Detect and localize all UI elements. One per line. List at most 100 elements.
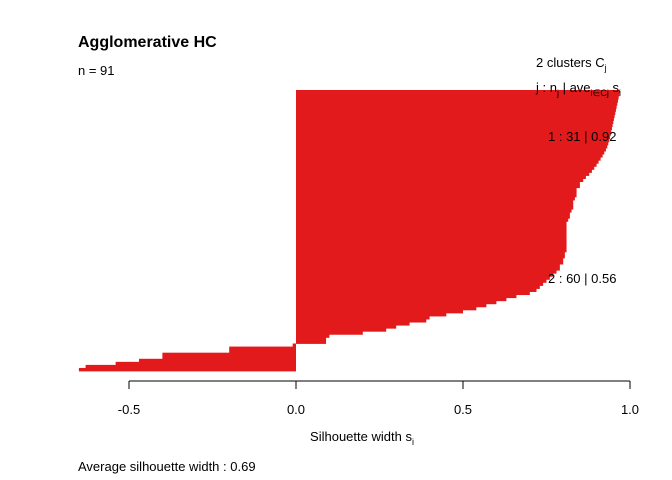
silhouette-bar bbox=[296, 309, 463, 314]
silhouette-bar bbox=[296, 291, 530, 296]
silhouette-bar bbox=[296, 196, 575, 201]
silhouette-bar bbox=[296, 282, 544, 286]
silhouette-bar bbox=[296, 199, 574, 204]
silhouette-bar bbox=[292, 343, 296, 347]
silhouette-bar bbox=[296, 285, 540, 289]
silhouette-bar bbox=[296, 114, 615, 118]
silhouette-bar bbox=[296, 93, 620, 97]
bars-group bbox=[78, 90, 620, 372]
silhouette-bar bbox=[296, 221, 567, 225]
silhouette-bar bbox=[296, 337, 327, 341]
silhouette-bar bbox=[296, 267, 560, 271]
silhouette-bar bbox=[296, 254, 565, 259]
silhouette-bar bbox=[296, 206, 574, 210]
silhouette-bar bbox=[296, 111, 616, 115]
x-axis: -0.5 0.0 0.5 1.0 bbox=[118, 380, 639, 417]
silhouette-bar bbox=[296, 261, 564, 265]
silhouette-bar bbox=[162, 352, 296, 357]
silhouette-bar bbox=[296, 90, 620, 94]
silhouette-bar bbox=[296, 151, 605, 155]
silhouette-bar bbox=[296, 218, 569, 222]
silhouette-bar bbox=[296, 248, 567, 253]
silhouette-bar bbox=[296, 294, 517, 299]
silhouette-bar bbox=[139, 358, 296, 363]
silhouette-bar bbox=[229, 349, 296, 354]
x-axis-label: Silhouette width si bbox=[310, 429, 414, 447]
cluster-1-label: 1 : 31 | 0.92 bbox=[548, 129, 616, 144]
silhouette-bar bbox=[296, 148, 606, 152]
n-label: n = 91 bbox=[78, 63, 115, 78]
silhouette-bar bbox=[296, 212, 570, 216]
silhouette-bar bbox=[296, 203, 574, 207]
x-tick-label: 0.0 bbox=[287, 402, 305, 417]
silhouette-bar bbox=[296, 138, 610, 143]
silhouette-bar bbox=[296, 303, 487, 308]
silhouette-bar bbox=[296, 230, 567, 234]
chart-title: Agglomerative HC bbox=[78, 34, 217, 51]
silhouette-bar bbox=[296, 166, 595, 170]
silhouette-bar bbox=[296, 129, 612, 134]
silhouette-bar bbox=[296, 105, 617, 109]
silhouette-bar bbox=[296, 233, 567, 238]
silhouette-bar bbox=[296, 316, 430, 320]
silhouette-bar bbox=[296, 187, 577, 192]
silhouette-bar bbox=[296, 322, 410, 326]
cluster-legend: 2 clusters Cj j : nj | avei∈Cj si 1 : 31… bbox=[535, 55, 621, 286]
silhouette-bar bbox=[162, 355, 296, 360]
silhouette-bar bbox=[296, 144, 608, 149]
silhouette-bar bbox=[296, 157, 601, 161]
silhouette-bar bbox=[296, 132, 611, 137]
silhouette-bar bbox=[229, 346, 296, 351]
x-tick-label: -0.5 bbox=[118, 402, 140, 417]
silhouette-bar bbox=[296, 242, 567, 247]
silhouette-bar bbox=[85, 364, 296, 369]
silhouette-bar bbox=[296, 325, 397, 329]
silhouette-bar bbox=[296, 273, 554, 277]
silhouette-bar bbox=[296, 154, 603, 158]
silhouette-bar bbox=[296, 209, 572, 213]
silhouette-bar bbox=[296, 236, 567, 241]
silhouette-bar bbox=[296, 297, 507, 302]
silhouette-bar bbox=[296, 270, 557, 274]
legend-header: 2 clusters Cj bbox=[536, 55, 607, 73]
silhouette-bar bbox=[296, 135, 610, 140]
silhouette-bar bbox=[296, 239, 567, 244]
silhouette-bar bbox=[296, 245, 567, 250]
silhouette-bar bbox=[296, 227, 567, 231]
silhouette-bar bbox=[296, 251, 565, 256]
silhouette-bar bbox=[296, 178, 584, 183]
silhouette-bar bbox=[296, 193, 577, 198]
legend-column-header: j : nj | avei∈Cj si bbox=[535, 80, 621, 98]
silhouette-bar bbox=[78, 367, 297, 372]
silhouette-bar bbox=[296, 334, 330, 338]
silhouette-bar bbox=[296, 123, 613, 128]
silhouette-bar bbox=[296, 276, 550, 280]
silhouette-bar bbox=[296, 331, 363, 335]
silhouette-bar bbox=[115, 361, 296, 366]
silhouette-bar bbox=[296, 160, 599, 164]
silhouette-bar bbox=[296, 175, 586, 179]
silhouette-bar bbox=[296, 169, 592, 173]
silhouette-bar bbox=[296, 312, 447, 317]
silhouette-bar bbox=[296, 126, 612, 131]
cluster-2-label: 2 : 60 | 0.56 bbox=[548, 271, 616, 286]
silhouette-bar bbox=[296, 108, 616, 112]
silhouette-bar bbox=[296, 172, 590, 176]
silhouette-bar bbox=[296, 300, 497, 305]
silhouette-bar bbox=[296, 257, 564, 262]
silhouette-bar bbox=[296, 141, 609, 146]
silhouette-bar bbox=[296, 264, 560, 268]
silhouette-bar bbox=[296, 340, 327, 344]
silhouette-bar bbox=[296, 99, 618, 103]
silhouette-bar bbox=[296, 117, 614, 121]
silhouette-bar bbox=[296, 190, 577, 195]
silhouette-bar bbox=[296, 184, 580, 189]
average-silhouette-width: Average silhouette width : 0.69 bbox=[78, 459, 256, 474]
silhouette-bar bbox=[296, 102, 618, 106]
silhouette-bar bbox=[296, 224, 567, 228]
silhouette-bar bbox=[296, 319, 427, 323]
silhouette-bar bbox=[296, 163, 597, 167]
silhouette-bar bbox=[296, 306, 477, 311]
x-tick-label: 1.0 bbox=[621, 402, 639, 417]
